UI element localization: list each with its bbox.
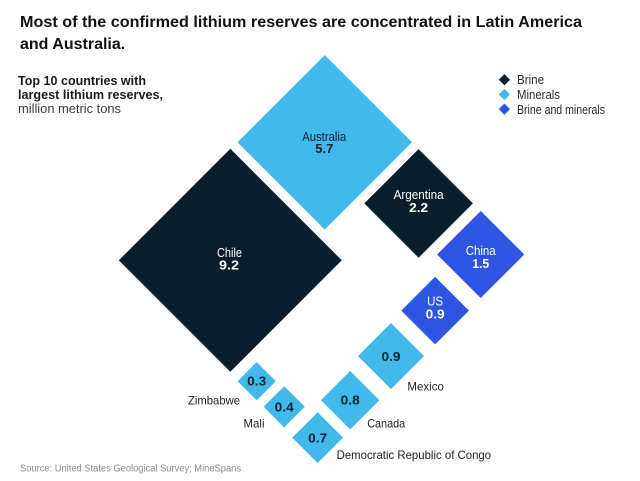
svg-text:Most of the confirmed lithium: Most of the confirmed lithium reserves a… [20, 14, 582, 31]
svg-text:Minerals: Minerals [517, 88, 560, 102]
svg-text:9.2: 9.2 [219, 257, 239, 272]
svg-text:million metric tons: million metric tons [18, 101, 121, 116]
svg-text:Zimbabwe: Zimbabwe [188, 394, 240, 408]
svg-text:0.7: 0.7 [308, 430, 327, 445]
svg-text:Chile: Chile [217, 245, 242, 260]
svg-text:0.4: 0.4 [275, 400, 295, 415]
svg-text:0.3: 0.3 [247, 373, 266, 388]
svg-text:2.2: 2.2 [409, 200, 428, 215]
svg-text:Source: United States Geologic: Source: United States Geological Survey;… [20, 463, 241, 474]
svg-text:and Australia.: and Australia. [20, 36, 125, 53]
svg-text:Argentina: Argentina [394, 187, 445, 202]
svg-text:Australia: Australia [302, 129, 347, 144]
svg-text:Democratic Republic of Congo: Democratic Republic of Congo [337, 448, 492, 462]
svg-text:0.9: 0.9 [426, 307, 445, 322]
svg-text:Mali: Mali [244, 416, 265, 430]
svg-text:Mexico: Mexico [407, 379, 444, 393]
svg-text:Brine and minerals: Brine and minerals [517, 103, 605, 117]
svg-text:Brine: Brine [517, 73, 544, 87]
svg-text:0.9: 0.9 [382, 349, 401, 364]
svg-text:1.5: 1.5 [472, 256, 489, 271]
svg-text:Top 10 countries with: Top 10 countries with [18, 73, 146, 88]
svg-text:5.7: 5.7 [315, 141, 333, 156]
svg-text:0.8: 0.8 [341, 392, 360, 407]
svg-text:US: US [427, 294, 443, 309]
svg-text:China: China [466, 243, 497, 258]
svg-text:largest lithium reserves,: largest lithium reserves, [18, 87, 163, 102]
svg-text:Canada: Canada [367, 416, 405, 430]
